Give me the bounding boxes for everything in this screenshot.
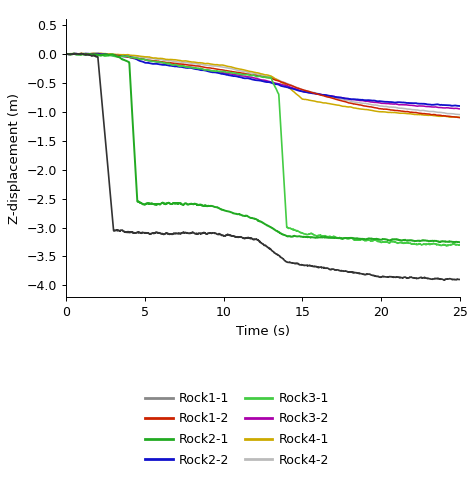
Rock2-1 — [132, 155, 137, 160]
Rock2-1 — [457, 240, 463, 245]
Rock3-2 — [449, 105, 455, 111]
Rock3-2 — [73, 51, 79, 57]
Rock1-1 — [79, 51, 84, 57]
Rock1-1 — [132, 230, 137, 236]
Rock3-1 — [215, 68, 220, 74]
Rock2-1 — [71, 51, 77, 57]
Rock2-1 — [449, 239, 455, 245]
Rock3-1 — [64, 51, 69, 57]
Rock4-1 — [407, 111, 413, 117]
Rock4-1 — [215, 62, 220, 68]
Rock1-2 — [449, 114, 455, 120]
Rock1-1 — [449, 277, 455, 283]
Line: Rock2-1: Rock2-1 — [66, 54, 460, 242]
Rock4-1 — [132, 53, 137, 58]
Rock1-1 — [407, 274, 413, 280]
Line: Rock4-1: Rock4-1 — [66, 53, 460, 117]
Rock1-2 — [215, 66, 220, 72]
Rock4-2 — [232, 67, 237, 72]
Rock3-1 — [449, 241, 455, 247]
Rock2-2 — [449, 103, 455, 109]
Rock4-1 — [232, 65, 237, 71]
Rock1-2 — [64, 51, 69, 57]
Rock1-1 — [109, 204, 114, 209]
Rock1-1 — [442, 277, 447, 283]
Rock1-1 — [215, 231, 220, 237]
Rock3-2 — [109, 52, 114, 58]
Y-axis label: Z-displacement (m): Z-displacement (m) — [8, 92, 21, 224]
Rock2-1 — [64, 51, 69, 57]
Rock3-2 — [456, 106, 462, 112]
Rock2-2 — [232, 73, 237, 79]
Rock3-2 — [457, 106, 463, 112]
Rock3-2 — [215, 68, 220, 74]
Rock4-2 — [64, 51, 69, 57]
Rock2-2 — [215, 70, 220, 76]
Rock3-2 — [407, 103, 413, 108]
Rock3-2 — [64, 51, 69, 57]
Rock1-2 — [68, 51, 73, 57]
Legend: Rock1-1, Rock1-2, Rock2-1, Rock2-2, Rock3-1, Rock3-2, Rock4-1, Rock4-2: Rock1-1, Rock1-2, Rock2-1, Rock2-2, Rock… — [139, 386, 335, 473]
Rock2-1 — [232, 211, 237, 217]
Line: Rock3-2: Rock3-2 — [66, 54, 460, 109]
Line: Rock4-2: Rock4-2 — [66, 54, 460, 114]
Rock3-2 — [232, 72, 237, 78]
Rock2-2 — [457, 103, 463, 109]
Rock4-1 — [457, 114, 463, 120]
Rock4-1 — [449, 114, 455, 120]
Rock4-2 — [215, 63, 220, 69]
Line: Rock2-2: Rock2-2 — [66, 54, 460, 106]
Rock1-2 — [407, 109, 413, 115]
Rock2-2 — [132, 56, 137, 61]
Rock2-1 — [457, 240, 463, 245]
Rock4-2 — [456, 112, 462, 117]
Rock3-1 — [64, 51, 70, 57]
Rock3-1 — [109, 53, 114, 58]
Rock4-2 — [109, 52, 114, 57]
Rock3-1 — [444, 243, 449, 249]
Rock2-2 — [64, 51, 69, 57]
X-axis label: Time (s): Time (s) — [236, 325, 290, 338]
Rock1-1 — [232, 234, 237, 240]
Rock1-2 — [109, 52, 114, 57]
Rock4-1 — [64, 51, 69, 57]
Rock4-1 — [109, 51, 114, 57]
Rock4-2 — [449, 111, 455, 116]
Rock1-2 — [232, 69, 237, 75]
Line: Rock3-1: Rock3-1 — [66, 54, 460, 246]
Rock3-1 — [407, 240, 413, 246]
Rock3-2 — [132, 55, 137, 61]
Rock4-1 — [91, 50, 96, 56]
Rock2-2 — [94, 51, 100, 57]
Rock4-2 — [457, 112, 463, 117]
Rock4-2 — [407, 106, 413, 112]
Rock1-2 — [457, 115, 463, 121]
Rock3-1 — [132, 55, 137, 61]
Rock4-2 — [70, 51, 76, 57]
Rock3-1 — [232, 70, 237, 76]
Rock2-2 — [407, 100, 413, 106]
Rock2-2 — [456, 103, 462, 109]
Rock2-2 — [109, 52, 114, 58]
Rock3-1 — [457, 242, 463, 248]
Line: Rock1-2: Rock1-2 — [66, 54, 460, 118]
Line: Rock1-1: Rock1-1 — [66, 54, 460, 280]
Rock1-1 — [457, 276, 463, 282]
Rock2-1 — [215, 205, 220, 210]
Rock4-2 — [132, 53, 137, 59]
Rock2-1 — [109, 52, 114, 57]
Rock1-1 — [64, 51, 69, 57]
Rock2-1 — [407, 238, 413, 243]
Rock1-2 — [132, 56, 137, 61]
